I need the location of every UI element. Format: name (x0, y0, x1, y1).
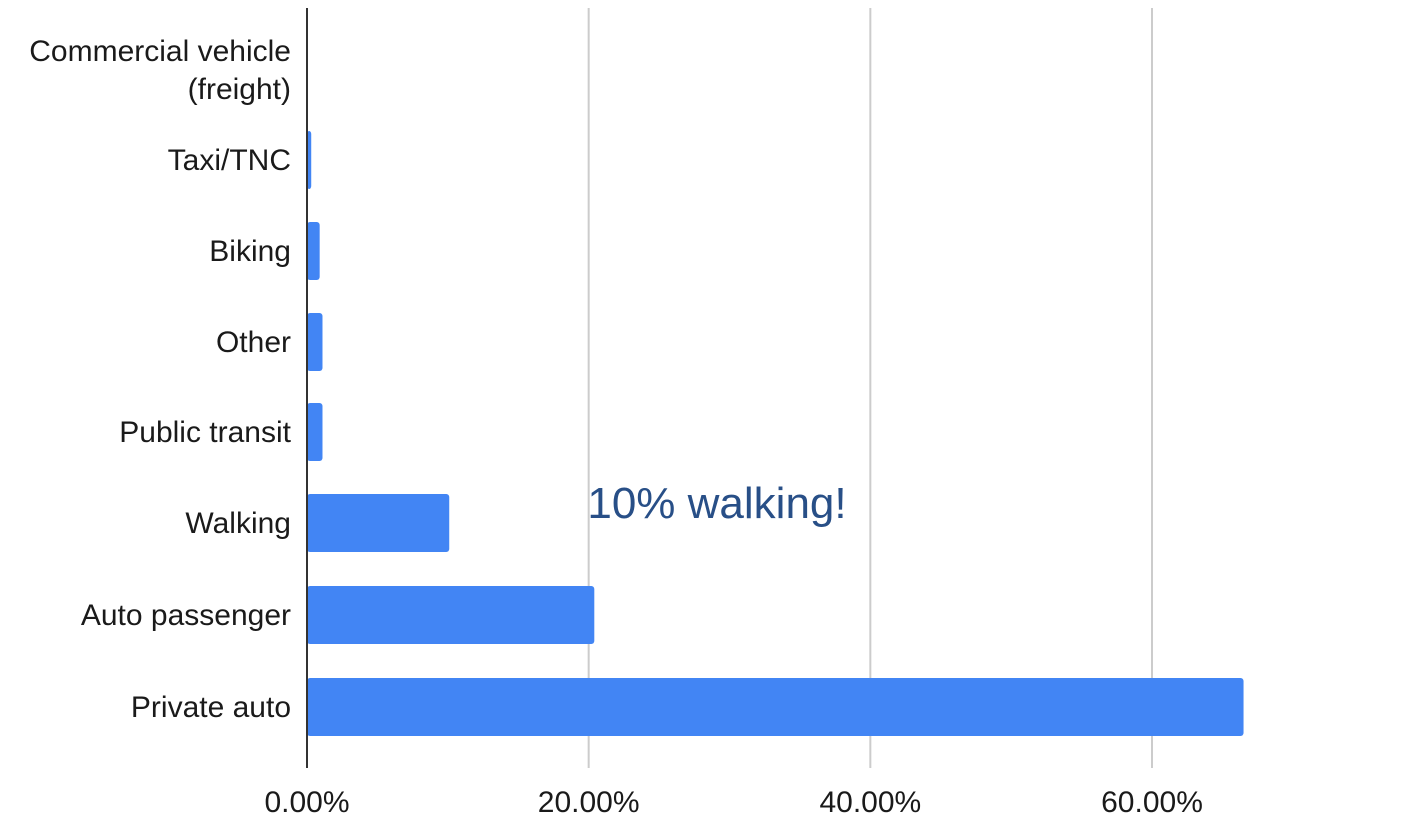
bar-1 (307, 131, 312, 189)
category-label-0-line-0: Commercial vehicle (29, 35, 291, 68)
category-label-4: Public transit (119, 416, 291, 449)
bar-7 (307, 678, 1244, 736)
category-label-5: Walking (185, 507, 291, 540)
x-tick-label-1: 20.00% (538, 786, 640, 819)
category-label-1: Taxi/TNC (168, 144, 291, 177)
bars (307, 131, 1244, 736)
x-tick-labels: 0.00% 20.00% 40.00% 60.00% (264, 786, 1202, 819)
bar-6 (307, 586, 595, 644)
category-label-2: Biking (209, 235, 291, 268)
bar-2 (307, 222, 320, 280)
bar-5 (307, 494, 450, 552)
bar-3 (307, 313, 323, 371)
category-label-7: Private auto (131, 691, 291, 724)
bar-4 (307, 403, 323, 461)
category-labels: Commercial vehicle (freight) Taxi/TNC Bikin… (29, 35, 291, 724)
category-label-6: Auto passenger (81, 599, 291, 632)
x-tick-label-2: 40.00% (819, 786, 921, 819)
category-label-0-line-1: (freight) (188, 73, 291, 106)
x-tick-label-0: 0.00% (264, 786, 349, 819)
annotation-text: 10% walking! (587, 479, 846, 528)
gridlines (587, 8, 1153, 768)
category-label-3: Other (216, 326, 291, 359)
x-tick-label-3: 60.00% (1101, 786, 1203, 819)
